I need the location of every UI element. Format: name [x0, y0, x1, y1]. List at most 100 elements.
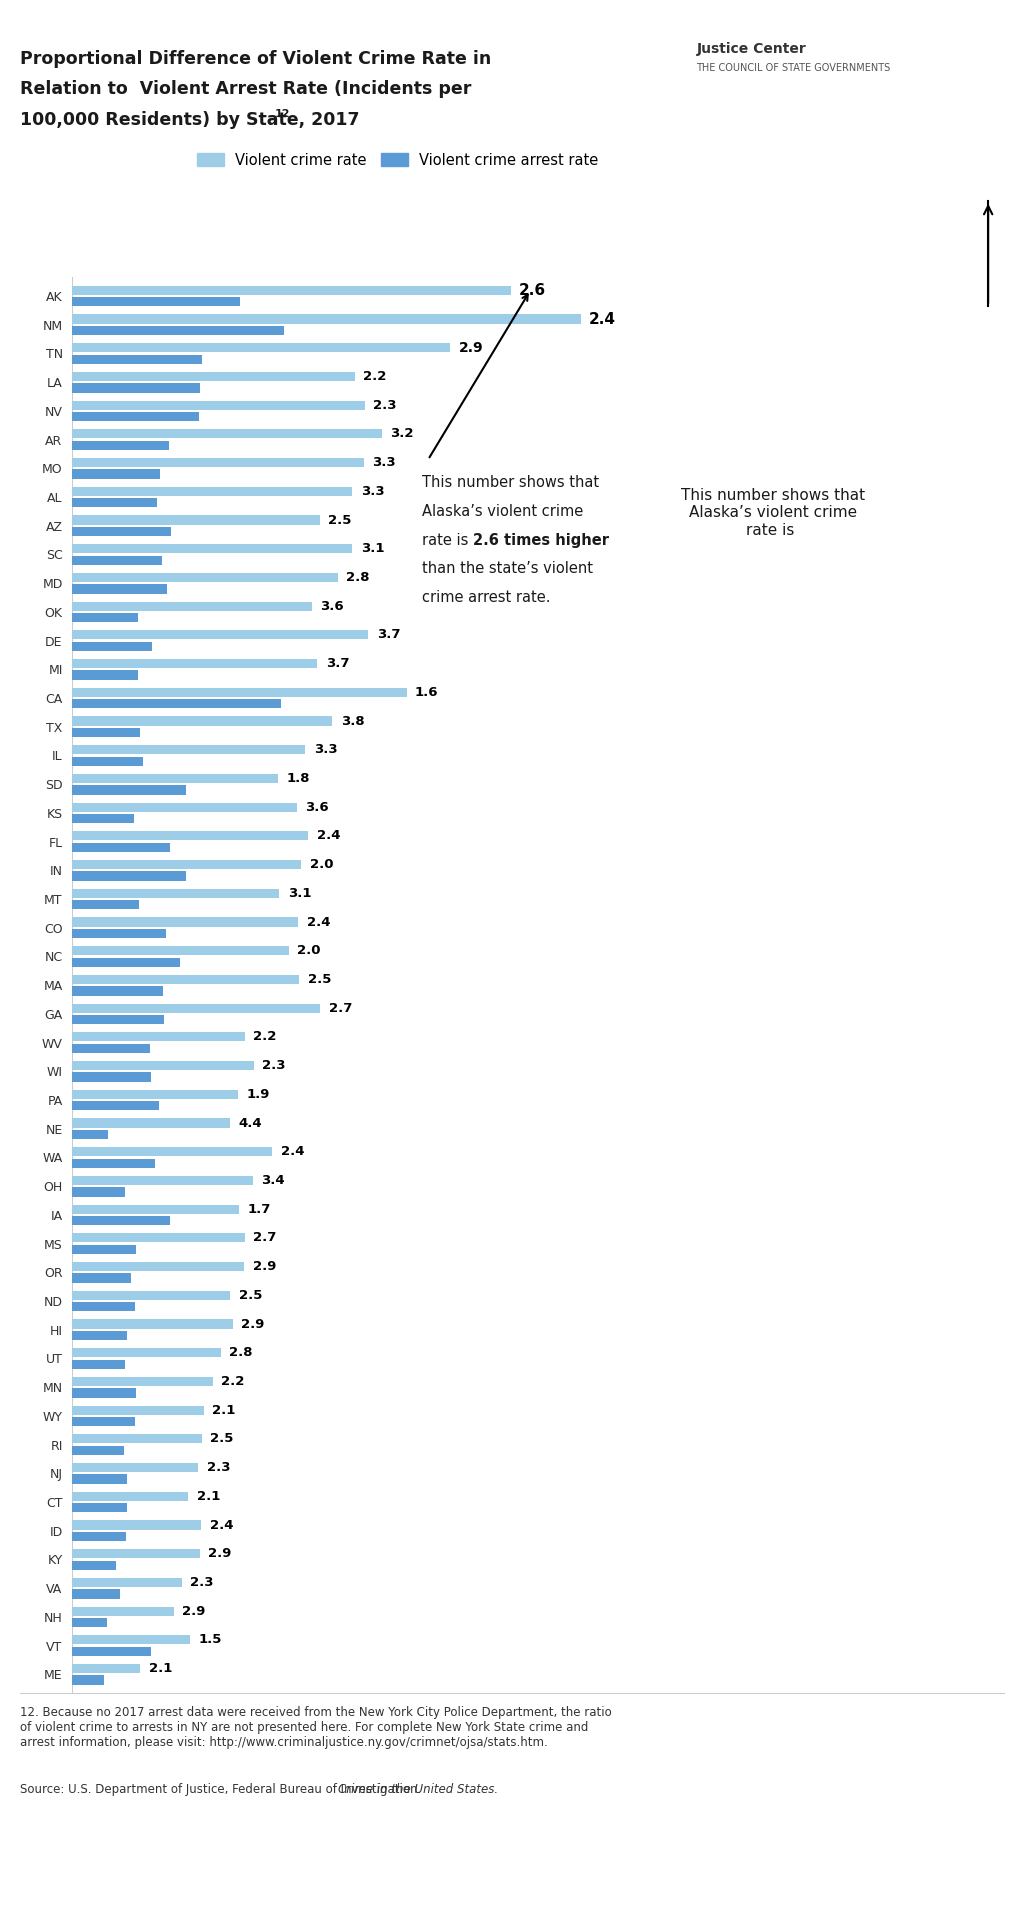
Bar — [72, 987, 163, 995]
Bar — [72, 1217, 170, 1224]
Bar — [72, 400, 365, 409]
Bar — [72, 890, 280, 897]
Bar — [72, 947, 289, 955]
Bar — [72, 815, 134, 823]
Text: 2.7: 2.7 — [329, 1002, 352, 1014]
Text: 3.6: 3.6 — [305, 802, 329, 813]
Bar — [72, 297, 241, 306]
Bar — [72, 612, 138, 622]
Bar — [72, 1636, 190, 1645]
Text: 4.4: 4.4 — [239, 1117, 262, 1129]
Bar — [72, 526, 171, 536]
Text: 3.7: 3.7 — [377, 627, 400, 641]
Bar — [72, 1532, 126, 1542]
Text: 2.9: 2.9 — [253, 1261, 276, 1272]
Bar — [72, 1159, 156, 1167]
Bar — [72, 1016, 164, 1023]
Bar — [72, 1090, 239, 1098]
Text: 1.6: 1.6 — [415, 685, 438, 698]
Bar — [72, 555, 162, 564]
Text: 2.0: 2.0 — [297, 945, 321, 956]
Bar — [72, 901, 138, 909]
Bar — [72, 758, 142, 765]
Bar — [72, 543, 352, 553]
Bar — [72, 371, 354, 381]
Text: 2.8: 2.8 — [346, 570, 370, 583]
Bar — [72, 1578, 181, 1588]
Text: 2.4: 2.4 — [589, 312, 616, 327]
Bar — [72, 411, 199, 421]
Text: 2.1: 2.1 — [212, 1404, 236, 1418]
Bar — [72, 1004, 321, 1012]
Bar — [72, 1274, 131, 1284]
Bar — [72, 1463, 199, 1473]
Bar — [72, 1618, 106, 1628]
Bar — [72, 832, 308, 840]
Text: Source: U.S. Department of Justice, Federal Bureau of Investigation.: Source: U.S. Department of Justice, Fede… — [20, 1783, 426, 1796]
Bar — [72, 1435, 202, 1444]
Text: 12: 12 — [274, 109, 290, 119]
Bar — [72, 717, 332, 725]
Bar — [72, 314, 581, 323]
Bar — [72, 861, 301, 869]
Bar — [72, 1389, 136, 1398]
Bar — [72, 354, 202, 363]
Text: 100,000 Residents) by State, 2017: 100,000 Residents) by State, 2017 — [20, 111, 360, 128]
Text: 2.1: 2.1 — [148, 1662, 172, 1676]
Bar — [72, 1664, 140, 1674]
Text: 2.5: 2.5 — [328, 513, 351, 526]
Bar — [72, 486, 352, 495]
Text: 2.7: 2.7 — [253, 1232, 276, 1243]
Bar — [72, 1119, 229, 1127]
Text: 2.3: 2.3 — [190, 1576, 214, 1590]
Bar — [72, 1205, 239, 1213]
Text: 3.3: 3.3 — [360, 484, 384, 497]
Text: 3.7: 3.7 — [326, 656, 349, 670]
Bar — [72, 670, 138, 679]
Text: 2.5: 2.5 — [239, 1289, 262, 1303]
Text: 3.2: 3.2 — [390, 427, 414, 440]
Bar — [72, 583, 167, 593]
Bar — [72, 1360, 125, 1370]
Bar — [72, 1062, 254, 1069]
Text: 3.8: 3.8 — [341, 715, 365, 727]
Bar — [72, 383, 201, 392]
Bar — [72, 1377, 213, 1387]
Text: 2.3: 2.3 — [262, 1060, 286, 1071]
Bar — [72, 325, 284, 335]
Text: 2.4: 2.4 — [210, 1519, 233, 1532]
Text: 2.8: 2.8 — [229, 1347, 253, 1360]
Text: THE COUNCIL OF STATE GOVERNMENTS: THE COUNCIL OF STATE GOVERNMENTS — [696, 63, 891, 73]
Bar — [72, 775, 279, 782]
Bar — [72, 1131, 108, 1138]
Bar — [72, 440, 169, 450]
Text: 2.1: 2.1 — [197, 1490, 220, 1504]
Text: 2.9: 2.9 — [242, 1318, 265, 1331]
Bar — [72, 1446, 124, 1456]
Text: 3.3: 3.3 — [372, 455, 396, 469]
Bar — [72, 572, 338, 582]
Text: 12. Because no 2017 arrest data were received from the New York City Police Depa: 12. Because no 2017 arrest data were rec… — [20, 1706, 612, 1748]
Bar — [72, 1550, 200, 1559]
Bar — [72, 1418, 134, 1427]
Bar — [72, 1406, 204, 1416]
Bar — [72, 918, 298, 926]
Bar — [72, 746, 305, 754]
Bar — [72, 1073, 151, 1081]
Bar — [72, 342, 450, 352]
Bar — [72, 687, 407, 696]
Bar — [72, 958, 180, 966]
Text: 2.6 times higher: 2.6 times higher — [473, 532, 609, 547]
Text: Crime in the United States.: Crime in the United States. — [338, 1783, 499, 1796]
Text: rate is: rate is — [422, 532, 473, 547]
Bar — [72, 1590, 120, 1599]
Bar — [72, 1504, 127, 1513]
Text: Justice Center: Justice Center — [696, 42, 806, 55]
Text: Relation to  Violent Arrest Rate (Incidents per: Relation to Violent Arrest Rate (Inciden… — [20, 80, 472, 98]
Text: than the state’s violent: than the state’s violent — [422, 561, 593, 576]
Bar — [72, 1676, 104, 1685]
Bar — [72, 976, 299, 983]
Text: 2.4: 2.4 — [281, 1146, 304, 1157]
Text: 2.5: 2.5 — [308, 974, 332, 985]
Bar — [72, 429, 382, 438]
